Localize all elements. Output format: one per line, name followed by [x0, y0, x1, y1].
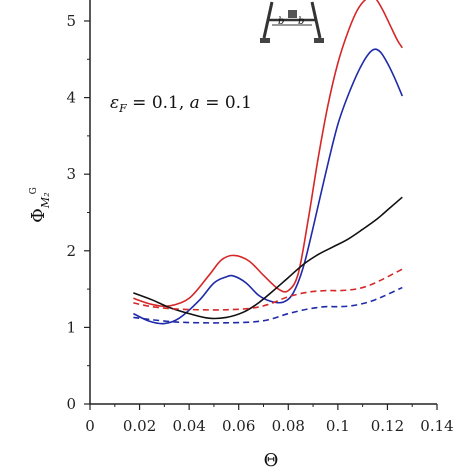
parameter-annotation: εF = 0.1, a = 0.1: [110, 93, 252, 115]
series-line-3: [133, 196, 403, 320]
x-tick-label: 0.06: [222, 417, 255, 435]
y-tick-label: 5: [66, 12, 76, 30]
svg-text:b: b: [278, 16, 284, 27]
y-tick-label: 2: [66, 242, 76, 260]
x-tick-label: 0.12: [371, 417, 404, 435]
x-tick-label: 0: [85, 417, 95, 435]
y-tick-label: 1: [66, 318, 76, 336]
y-tick-label: 3: [66, 165, 76, 183]
x-axis-title: Θ: [264, 450, 279, 471]
series-layer: [133, 0, 404, 325]
y-axis-title-sup: G: [29, 187, 39, 194]
series-line-1: [133, 0, 403, 308]
x-tick-label: 0.14: [420, 417, 453, 435]
y-axis-title-sub: M₂: [39, 192, 52, 209]
y-axis-title-main: Φ: [28, 208, 49, 223]
series-line-2: [133, 48, 404, 325]
axes: 0 0.02 0.04 0.06 0.08 0.1 0.12 0.14 0 1 2 3 4 5: [66, 0, 454, 435]
y-tick-label: 0: [66, 395, 76, 413]
frame-schematic-icon: b b: [260, 1, 324, 43]
x-tick-label: 0.02: [123, 417, 156, 435]
y-tick-label: 4: [66, 89, 76, 107]
y-axis-title: ΦM₂G: [28, 187, 52, 223]
svg-text:b: b: [298, 16, 304, 27]
x-tick-label: 0.1: [326, 417, 350, 435]
svg-text:ΦM₂G: ΦM₂G: [28, 187, 52, 223]
x-tick-label: 0.08: [272, 417, 305, 435]
x-tick-label: 0.04: [172, 417, 205, 435]
